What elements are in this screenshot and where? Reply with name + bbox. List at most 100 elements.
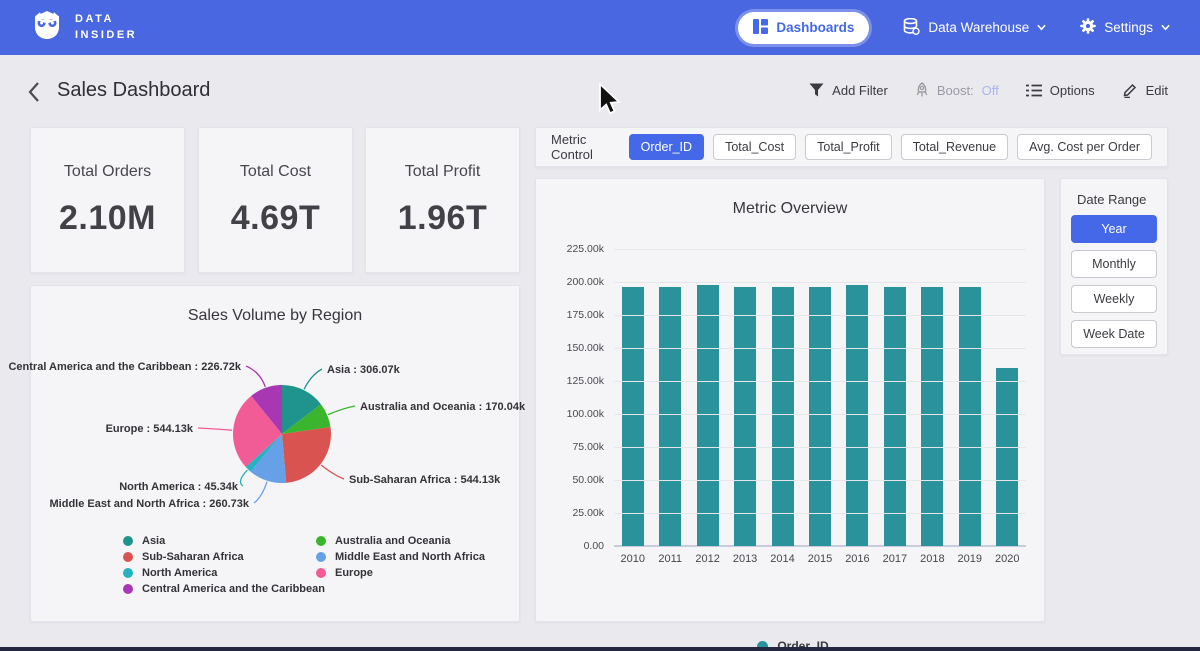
pie-slice-sub-saharan-africa [282, 426, 331, 483]
bar-2012 [696, 285, 719, 546]
filter-icon [809, 83, 824, 97]
x-tick: 2018 [920, 553, 945, 565]
y-tick: 150.00k [566, 342, 604, 354]
pie-chart: Asia : 306.07k Australia and Oceania : 17… [8, 361, 525, 510]
x-axis-labels: 2010 2011 2012 2013 2014 2015 2016 2017 2018 2019… [614, 553, 1026, 565]
nav-settings-button[interactable]: Settings [1080, 18, 1170, 37]
bar-2019 [958, 286, 981, 546]
pie-leader-line [197, 427, 233, 431]
bar-2010 [621, 286, 644, 546]
y-tick: 0.00 [583, 540, 604, 552]
legend-item-middle-east-and-north-africa: Middle East and North Africa [316, 549, 485, 565]
legend-label: North America [142, 567, 218, 579]
metric-overview-chart-card: Metric Overview 225.00k 200.00k 175.00k 150… [535, 178, 1045, 651]
date-range-year[interactable]: Year [1071, 215, 1157, 243]
pie-chart-title: Sales Volume by Region [187, 307, 363, 324]
legend-dot [123, 536, 133, 546]
brand-name: DATA INSIDER [75, 12, 138, 41]
bar-series [614, 249, 1026, 546]
pie-leader-line [253, 481, 268, 504]
kpi-card-total-profit: Total Profit 1.96T [365, 127, 520, 273]
pie-slice-australia-and-oceania [282, 404, 331, 434]
edit-button[interactable]: Edit [1122, 82, 1168, 98]
y-tick: 25.00k [572, 507, 604, 519]
x-tick: 2015 [807, 553, 833, 565]
footer-bar [0, 647, 1200, 651]
mouse-cursor [599, 83, 622, 115]
x-tick: 2011 [658, 553, 682, 565]
metric-control-label: Metric Control [551, 132, 593, 162]
top-navbar: DATA INSIDER Dashboards [0, 0, 1200, 55]
bar-2013 [734, 286, 757, 546]
x-tick: 2013 [732, 553, 758, 565]
y-tick: 175.00k [566, 309, 604, 321]
y-tick: 200.00k [566, 276, 604, 288]
legend-dot [123, 552, 133, 562]
date-range-week-date[interactable]: Week Date [1071, 320, 1157, 348]
pie-slice-central-america-and-the-caribbean [251, 385, 282, 434]
dashboard-grid-icon [753, 18, 769, 37]
x-tick: 2014 [770, 553, 795, 565]
kpi-label: Total Profit [404, 162, 481, 180]
nav-data-warehouse-label: Data Warehouse [928, 20, 1030, 35]
sales-volume-pie-card: Sales Volume by Region Asia : 306.07k Aus… [8, 285, 526, 622]
legend-label: Sub-Saharan Africa [142, 551, 244, 563]
bar-2016 [846, 285, 869, 546]
x-tick: 2012 [695, 553, 720, 565]
metric-option-total-revenue[interactable]: Total_Revenue [900, 134, 1009, 160]
gridline [614, 282, 1026, 283]
pie-slice-middle-east-and-north-africa [250, 434, 287, 483]
legend-dot [123, 568, 133, 578]
bar-chart-plot: 225.00k 200.00k 175.00k 150.00k 125.00k 100.0… [552, 241, 1034, 651]
metric-option-total-profit[interactable]: Total_Profit [805, 134, 892, 160]
gridline [614, 513, 1026, 514]
bar-2017 [883, 286, 906, 546]
nav-data-warehouse-button[interactable]: Data Warehouse [903, 17, 1046, 38]
x-tick: 2017 [882, 553, 908, 565]
x-tick: 2010 [620, 553, 645, 565]
metric-option-total-cost[interactable]: Total_Cost [713, 134, 797, 160]
pie-label-asia: Asia : 306.07k [327, 364, 401, 376]
y-tick: 225.00k [566, 243, 604, 255]
pie-slice-north-america [245, 434, 282, 472]
pie-leader-line [327, 405, 356, 416]
date-range-weekly[interactable]: Weekly [1071, 285, 1157, 313]
pie-slice-asia [282, 385, 321, 434]
pie-label-north-america: North America : 45.34k [119, 481, 239, 493]
legend-item-europe: Europe [316, 565, 485, 581]
kpi-value: 1.96T [397, 198, 488, 237]
database-icon [903, 17, 921, 38]
boost-toggle[interactable]: Boost: Off [915, 82, 999, 98]
x-tick: 2019 [957, 553, 983, 565]
back-button[interactable] [27, 81, 47, 103]
metric-option-avg-cost-per-order[interactable]: Avg. Cost per Order [1017, 134, 1152, 160]
options-button[interactable]: Options [1025, 83, 1095, 98]
kpi-label: Total Cost [239, 162, 312, 180]
chevron-down-icon [1037, 24, 1046, 31]
x-tick: 2016 [845, 553, 870, 565]
legend-item-australia-and-oceania: Australia and Oceania [316, 533, 485, 549]
gridline [614, 414, 1026, 415]
x-tick: 2020 [995, 553, 1020, 565]
legend-dot [123, 584, 133, 594]
metric-options: Order_ID Total_Cost Total_Profit Total_Reve… [628, 134, 1152, 160]
brand: DATA INSIDER [30, 8, 137, 47]
pie-leader-line [320, 464, 345, 480]
date-range-card: Date Range Year Monthly Weekly Week Date [1060, 178, 1168, 355]
nav-dashboards-button[interactable]: Dashboards [738, 11, 870, 44]
gridline [614, 480, 1026, 481]
nav-settings-label: Settings [1104, 20, 1153, 35]
bar-2020 [996, 367, 1019, 546]
list-icon [1025, 84, 1042, 96]
legend-item-asia: Asia [123, 533, 325, 549]
kpi-card-total-cost: Total Cost 4.69T [198, 127, 353, 273]
pie-label-europe: Europe : 544.13k [106, 423, 194, 435]
kpi-label: Total Orders [63, 162, 152, 180]
metric-option-order-id[interactable]: Order_ID [628, 134, 705, 160]
add-filter-button[interactable]: Add Filter [809, 83, 888, 98]
gridline [614, 381, 1026, 382]
pie-label-middle-east-and-north-africa: Middle East and North Africa : 260.73k [50, 498, 250, 510]
owl-logo-icon [30, 8, 64, 47]
date-range-monthly[interactable]: Monthly [1071, 250, 1157, 278]
nav-dashboards-label: Dashboards [776, 20, 855, 35]
